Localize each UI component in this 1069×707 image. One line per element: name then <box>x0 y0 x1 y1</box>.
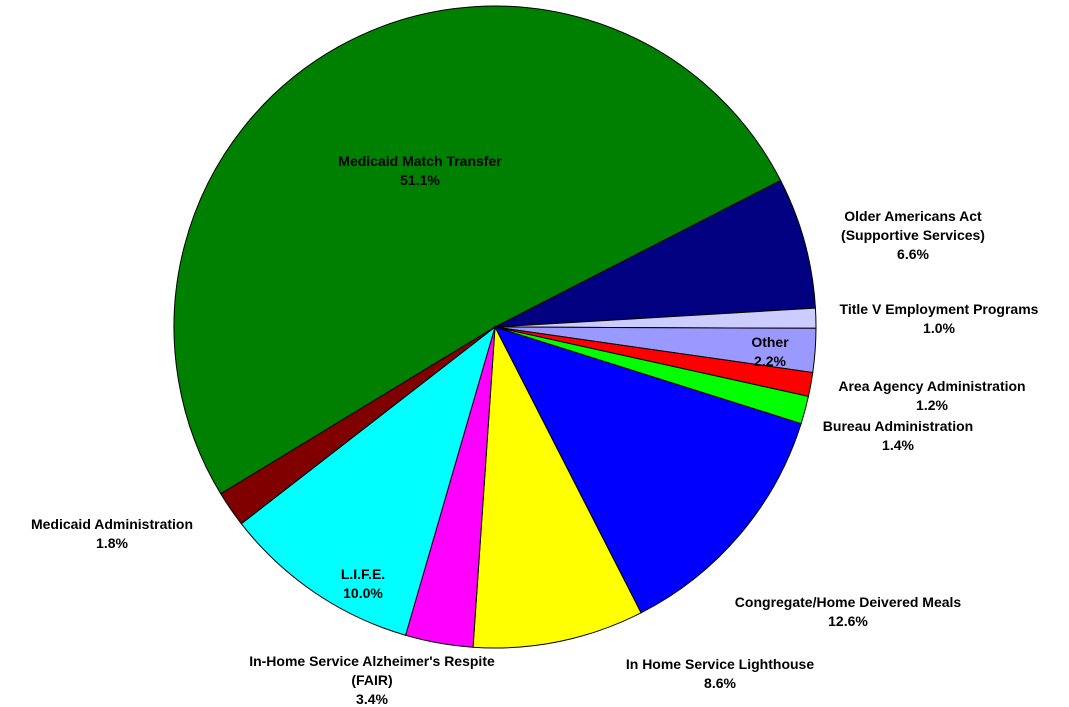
value-label: 8.6% <box>704 675 736 691</box>
slice-label: In Home Service Lighthouse 8.6% <box>590 655 850 693</box>
pie-slice <box>173 5 782 495</box>
category-name: L.I.F.E. <box>340 566 386 582</box>
pie-slice <box>472 325 642 649</box>
value-label: 2.2% <box>754 353 786 369</box>
value-label: 1.0% <box>923 320 955 336</box>
value-label: 6.6% <box>897 246 929 262</box>
slice-label: Congregate/Home Deivered Meals 12.6% <box>728 593 968 631</box>
slice-label: L.I.F.E. 10.0% <box>323 565 403 603</box>
slice-label: Medicaid Administration 1.8% <box>2 515 222 553</box>
slice-label: Other 2.2% <box>740 333 800 371</box>
category-name: Medicaid Match Transfer <box>338 153 502 169</box>
value-label: 10.0% <box>343 585 383 601</box>
value-label: 3.4% <box>356 691 388 707</box>
pie-slice <box>240 325 496 636</box>
value-label: 51.1% <box>400 172 440 188</box>
category-name: In Home Service Lighthouse <box>625 656 815 672</box>
value-label: 1.4% <box>882 437 914 453</box>
slice-label: Bureau Administration 1.4% <box>788 417 1008 455</box>
category-name: In-Home Service Alzheimer's Respite (FAI… <box>249 653 495 688</box>
value-label: 1.8% <box>96 535 128 551</box>
category-name: Title V Employment Programs <box>839 301 1039 317</box>
pie-slice <box>494 179 816 328</box>
slice-label: Older Americans Act (Supportive Services… <box>813 207 1013 264</box>
pie-slice <box>494 326 802 614</box>
value-label: 1.2% <box>916 397 948 413</box>
category-name: Older Americans Act (Supportive Services… <box>841 208 985 243</box>
slice-label: Title V Employment Programs 1.0% <box>809 300 1069 338</box>
pie-slice <box>220 326 496 525</box>
slice-label: In-Home Service Alzheimer's Respite (FAI… <box>247 652 497 707</box>
slice-label: Area Agency Administration 1.2% <box>802 377 1062 415</box>
slice-label: Medicaid Match Transfer 51.1% <box>295 152 545 190</box>
category-name: Bureau Administration <box>822 418 974 434</box>
category-name: Medicaid Administration <box>30 516 194 532</box>
category-name: Other <box>751 334 789 350</box>
category-name: Area Agency Administration <box>838 378 1026 394</box>
value-label: 12.6% <box>828 613 868 629</box>
category-name: Congregate/Home Deivered Meals <box>734 594 962 610</box>
